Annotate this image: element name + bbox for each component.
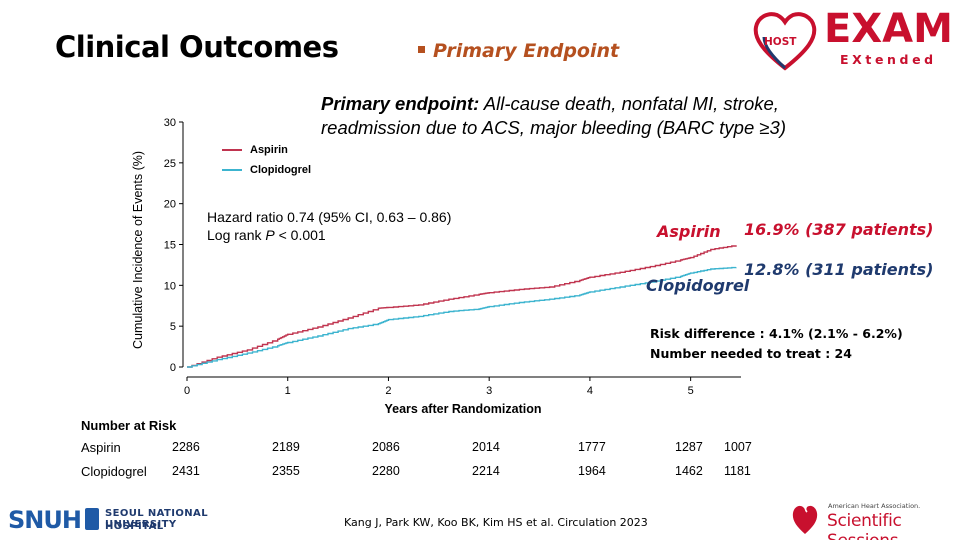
endpoint-line2: readmission due to ACS, major bleeding (… bbox=[321, 117, 786, 138]
x-tick-label: 0 bbox=[184, 385, 190, 397]
snuh-name-line2: HOSPITAL bbox=[105, 521, 164, 532]
legend-item-clopidogrel: Clopidogrel bbox=[222, 160, 311, 180]
risk-difference: Risk difference : 4.1% (2.1% - 6.2%) bbox=[650, 326, 903, 341]
aha-scientific-sessions-logo: American Heart Association. Scientific S… bbox=[790, 496, 960, 540]
nar-cell: 2189 bbox=[272, 440, 300, 454]
nnt: Number needed to treat : 24 bbox=[650, 346, 852, 361]
nar-cell: 2286 bbox=[172, 440, 200, 454]
x-tick-label: 4 bbox=[587, 385, 593, 397]
heart-logo-icon bbox=[753, 12, 817, 71]
y-tick-label: 0 bbox=[170, 362, 176, 374]
nar-row-label: Clopidogrel bbox=[81, 464, 147, 479]
slide-title: Clinical Outcomes bbox=[55, 30, 339, 64]
number-at-risk-title: Number at Risk bbox=[81, 418, 177, 433]
x-tick-label: 1 bbox=[285, 385, 291, 397]
hazard-ratio: Hazard ratio 0.74 (95% CI, 0.63 – 0.86) bbox=[207, 209, 452, 225]
bullet-square-icon bbox=[418, 46, 425, 53]
nar-cell: 2014 bbox=[472, 440, 500, 454]
aspirin-curve-label: Aspirin bbox=[657, 222, 721, 241]
chart-series bbox=[187, 245, 737, 368]
endpoint-line1: All-cause death, nonfatal MI, stroke, bbox=[483, 93, 779, 114]
y-tick-label: 25 bbox=[164, 158, 176, 170]
nar-cell: 2086 bbox=[372, 440, 400, 454]
clopidogrel-endpoint-value: 12.8% (311 patients) bbox=[744, 260, 934, 279]
aha-torch-icon bbox=[792, 501, 818, 534]
aha-main-text: Scientific Sessions bbox=[827, 511, 902, 540]
legend-label-clopidogrel: Clopidogrel bbox=[250, 164, 312, 176]
legend-line-aspirin bbox=[222, 149, 242, 151]
hazard-ratio-box: Hazard ratio 0.74 (95% CI, 0.63 – 0.86) … bbox=[207, 208, 451, 244]
nar-cell: 2214 bbox=[472, 464, 500, 478]
nar-cell: 2280 bbox=[372, 464, 400, 478]
nar-row-label: Aspirin bbox=[81, 440, 121, 455]
nar-cell: 2431 bbox=[172, 464, 200, 478]
nar-cell: 2355 bbox=[272, 464, 300, 478]
endpoint-label: Primary endpoint: bbox=[321, 93, 480, 114]
x-tick-label: 2 bbox=[385, 385, 391, 397]
exam-logo-text: EXAM bbox=[824, 6, 953, 52]
x-axis-label: Years after Randomization bbox=[385, 402, 542, 416]
citation: Kang J, Park KW, Koo BK, Kim HS et al. C… bbox=[344, 516, 648, 529]
nar-cell: 1007 bbox=[724, 440, 752, 454]
x-tick-label: 5 bbox=[688, 385, 694, 397]
snuh-logo-text: SNUH bbox=[8, 506, 82, 534]
snuh-emblem-icon bbox=[85, 508, 99, 530]
snuh-name-line1: SEOUL NATIONAL UNIVERSITY bbox=[105, 508, 208, 530]
section-bullet: Primary Endpoint bbox=[418, 40, 619, 62]
nar-cell: 1777 bbox=[578, 440, 606, 454]
y-tick-label: 20 bbox=[164, 199, 176, 211]
legend-line-clopidogrel bbox=[222, 169, 242, 171]
y-tick-label: 30 bbox=[164, 117, 176, 129]
series-line-aspirin bbox=[187, 245, 737, 368]
primary-endpoint-definition: Primary endpoint: All-cause death, nonfa… bbox=[321, 92, 786, 140]
aha-sub-text: American Heart Association. bbox=[828, 502, 921, 510]
x-tick-label: 3 bbox=[486, 385, 492, 397]
bullet-text: Primary Endpoint bbox=[433, 40, 620, 62]
snuh-logo: SNUH SEOUL NATIONAL UNIVERSITY HOSPITAL bbox=[8, 506, 268, 536]
y-tick-label: 10 bbox=[164, 280, 176, 292]
chart-legend: Aspirin Clopidogrel bbox=[222, 140, 311, 180]
legend-item-aspirin: Aspirin bbox=[222, 140, 311, 160]
log-rank: Log rank P < 0.001 bbox=[207, 226, 451, 244]
chart-axes: 0 5 10 15 20 25 30 0 1 2 3 4 5 bbox=[164, 117, 741, 397]
nar-cell: 1462 bbox=[675, 464, 703, 478]
y-axis-label: Cumulative Incidence of Events (%) bbox=[131, 151, 145, 349]
host-logo-text: HOST bbox=[764, 36, 797, 48]
risk-summary: Risk difference : 4.1% (2.1% - 6.2%) Num… bbox=[650, 324, 903, 364]
log-rank-suffix: < 0.001 bbox=[274, 227, 326, 243]
nar-cell: 1964 bbox=[578, 464, 606, 478]
log-rank-prefix: Log rank bbox=[207, 227, 266, 243]
legend-label-aspirin: Aspirin bbox=[250, 144, 288, 156]
log-rank-p: P bbox=[265, 227, 275, 243]
clopidogrel-curve-label: Clopidogrel bbox=[646, 276, 750, 295]
host-exam-logo: HOST EXAM EXtended bbox=[752, 6, 953, 74]
series-line-clopidogrel bbox=[187, 266, 737, 368]
y-tick-label: 15 bbox=[164, 240, 176, 252]
nar-cell: 1181 bbox=[724, 464, 751, 478]
aspirin-endpoint-value: 16.9% (387 patients) bbox=[744, 220, 934, 239]
y-tick-label: 5 bbox=[170, 321, 176, 333]
nar-cell: 1287 bbox=[675, 440, 703, 454]
extended-logo-text: EXtended bbox=[840, 52, 937, 67]
